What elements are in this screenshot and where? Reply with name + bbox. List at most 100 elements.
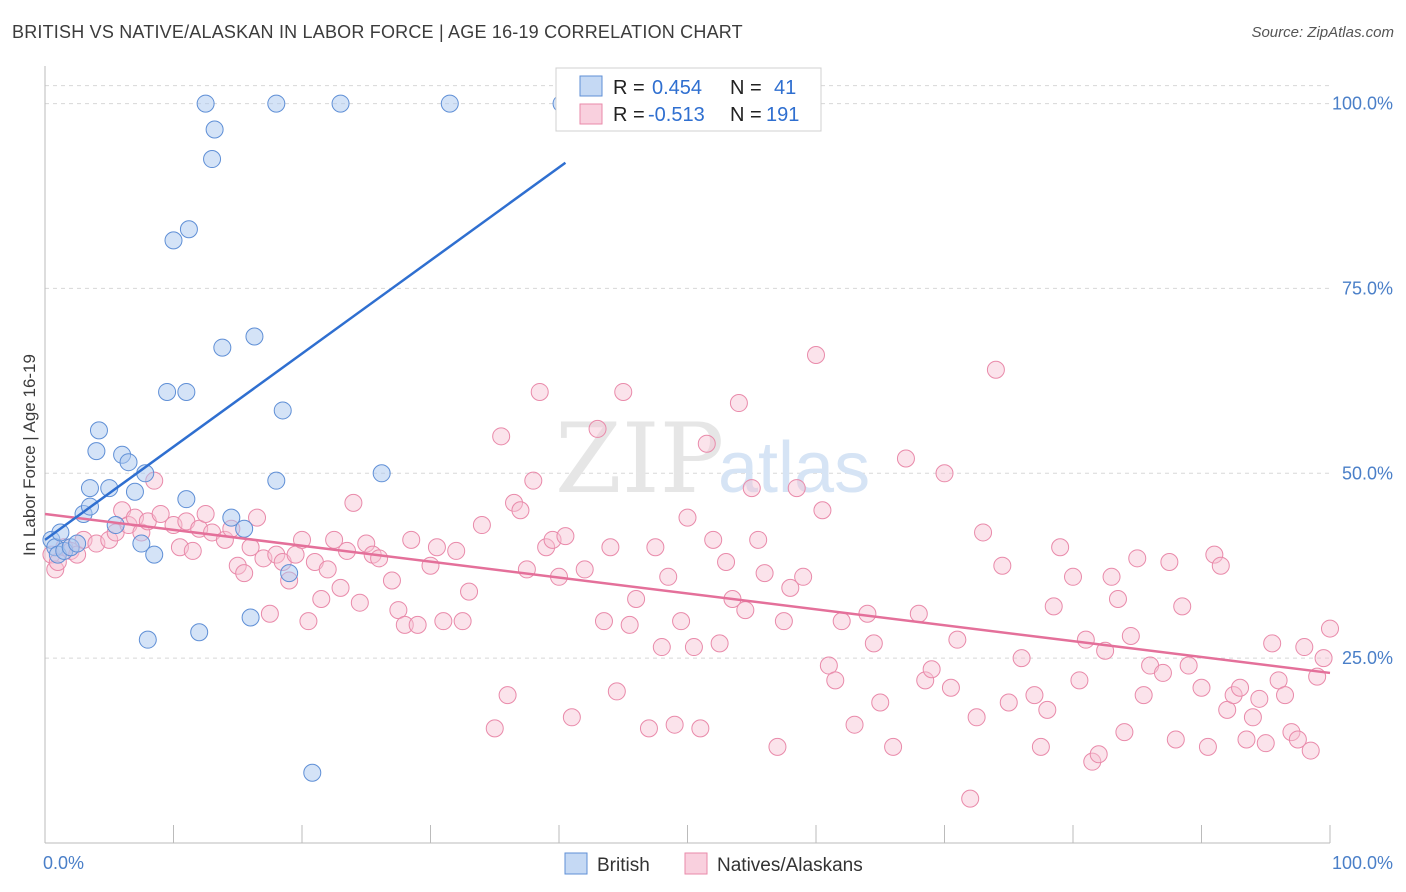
native-point-161 — [1243, 708, 1262, 727]
native-point-172 — [1314, 649, 1333, 668]
native-point-123 — [961, 789, 980, 808]
british-point-13 — [106, 516, 125, 535]
british-point-3 — [51, 523, 70, 542]
british-point-28 — [203, 150, 222, 169]
native-point-114 — [871, 693, 890, 712]
native-point-119 — [922, 660, 941, 679]
british-point-41 — [440, 94, 459, 113]
native-point-89 — [684, 638, 703, 657]
native-point-67 — [524, 471, 543, 490]
native-point-55 — [427, 538, 446, 557]
tick-labels: 25.0% 50.0% 75.0% 100.0% 0.0% 100.0% — [43, 94, 1393, 873]
native-point-111 — [845, 715, 864, 734]
legend-british-n-label: N = — [730, 77, 762, 99]
native-point-56 — [434, 612, 453, 631]
native-point-132 — [1038, 700, 1057, 719]
british-point-40 — [372, 464, 391, 483]
native-point-61 — [485, 719, 504, 738]
native-point-144 — [1121, 626, 1140, 645]
legend-native-swatch — [579, 103, 603, 125]
native-point-124 — [967, 708, 986, 727]
native-point-53 — [408, 615, 427, 634]
british-point-17 — [132, 534, 151, 553]
native-point-117 — [909, 604, 928, 623]
legend-british-r-value: 0.454 — [652, 77, 702, 99]
native-point-94 — [717, 553, 736, 572]
native-point-127 — [993, 556, 1012, 575]
native-point-58 — [453, 612, 472, 631]
native-point-87 — [672, 612, 691, 631]
native-point-86 — [665, 715, 684, 734]
native-point-156 — [1211, 556, 1230, 575]
native-point-142 — [1108, 589, 1127, 608]
british-point-11 — [89, 421, 108, 440]
y-tick-label-50: 50.0% — [1342, 463, 1393, 483]
british-point-20 — [145, 545, 164, 564]
native-point-69 — [537, 538, 556, 557]
legend-british-n-value: 41 — [774, 77, 796, 99]
native-point-72 — [556, 527, 575, 546]
british-point-25 — [179, 220, 198, 239]
legend-native-r-label: R = — [613, 104, 645, 126]
british-point-9 — [80, 479, 99, 498]
native-point-170 — [1301, 741, 1320, 760]
chart-title: BRITISH VS NATIVE/ALASKAN IN LABOR FORCE… — [12, 22, 743, 42]
native-point-31 — [260, 604, 279, 623]
native-point-100 — [755, 564, 774, 583]
british-point-21 — [158, 382, 177, 401]
native-trend-line — [44, 512, 1331, 675]
native-point-82 — [639, 719, 658, 738]
native-point-126 — [986, 360, 1005, 379]
british-point-38 — [303, 763, 322, 782]
native-point-137 — [1076, 630, 1095, 649]
native-point-152 — [1179, 656, 1198, 675]
british-point-22 — [164, 231, 183, 250]
native-point-129 — [1012, 649, 1031, 668]
british-point-39 — [331, 94, 350, 113]
native-point-128 — [999, 693, 1018, 712]
native-point-65 — [511, 501, 530, 520]
native-point-155 — [1205, 545, 1224, 564]
british-point-15 — [119, 453, 138, 472]
native-point-173 — [1321, 619, 1339, 638]
native-point-162 — [1250, 689, 1269, 708]
native-point-122 — [948, 630, 967, 649]
british-point-31 — [222, 508, 241, 527]
native-point-134 — [1051, 538, 1070, 557]
y-axis-label: In Labor Force | Age 16-19 — [20, 354, 39, 556]
native-point-90 — [691, 719, 710, 738]
legend-box: R = 0.454 N = 41 R = -0.513 N = 191 — [555, 67, 822, 132]
y-tick-label-75: 75.0% — [1342, 278, 1393, 298]
native-point-159 — [1231, 678, 1250, 697]
bottom-legend-native-swatch — [684, 852, 708, 875]
bottom-legend-british: British — [597, 855, 650, 876]
native-point-77 — [601, 538, 620, 557]
native-point-106 — [807, 345, 825, 364]
native-point-62 — [492, 427, 511, 446]
native-point-103 — [781, 578, 800, 597]
british-point-24 — [177, 382, 196, 401]
legend-british-r-label: R = — [613, 77, 645, 99]
native-point-148 — [1153, 663, 1172, 682]
british-point-33 — [241, 608, 260, 627]
legend-british-swatch — [579, 75, 603, 97]
british-point-19 — [138, 630, 157, 649]
native-point-146 — [1134, 686, 1153, 705]
bottom-legend: British Natives/Alaskans — [564, 852, 863, 876]
native-point-101 — [768, 737, 787, 756]
british-point-35 — [267, 471, 286, 490]
bottom-legend-native: Natives/Alaskans — [717, 855, 863, 876]
native-point-26 — [228, 556, 247, 575]
native-point-39 — [312, 589, 331, 608]
british-point-29 — [205, 120, 224, 139]
native-point-145 — [1128, 549, 1147, 568]
native-point-96 — [729, 394, 748, 413]
native-point-16 — [151, 504, 170, 523]
native-point-41 — [325, 530, 344, 549]
british-point-42 — [267, 94, 286, 113]
native-point-168 — [1288, 730, 1307, 749]
british-point-36 — [273, 401, 292, 420]
native-point-135 — [1064, 567, 1082, 586]
native-point-141 — [1102, 567, 1121, 586]
